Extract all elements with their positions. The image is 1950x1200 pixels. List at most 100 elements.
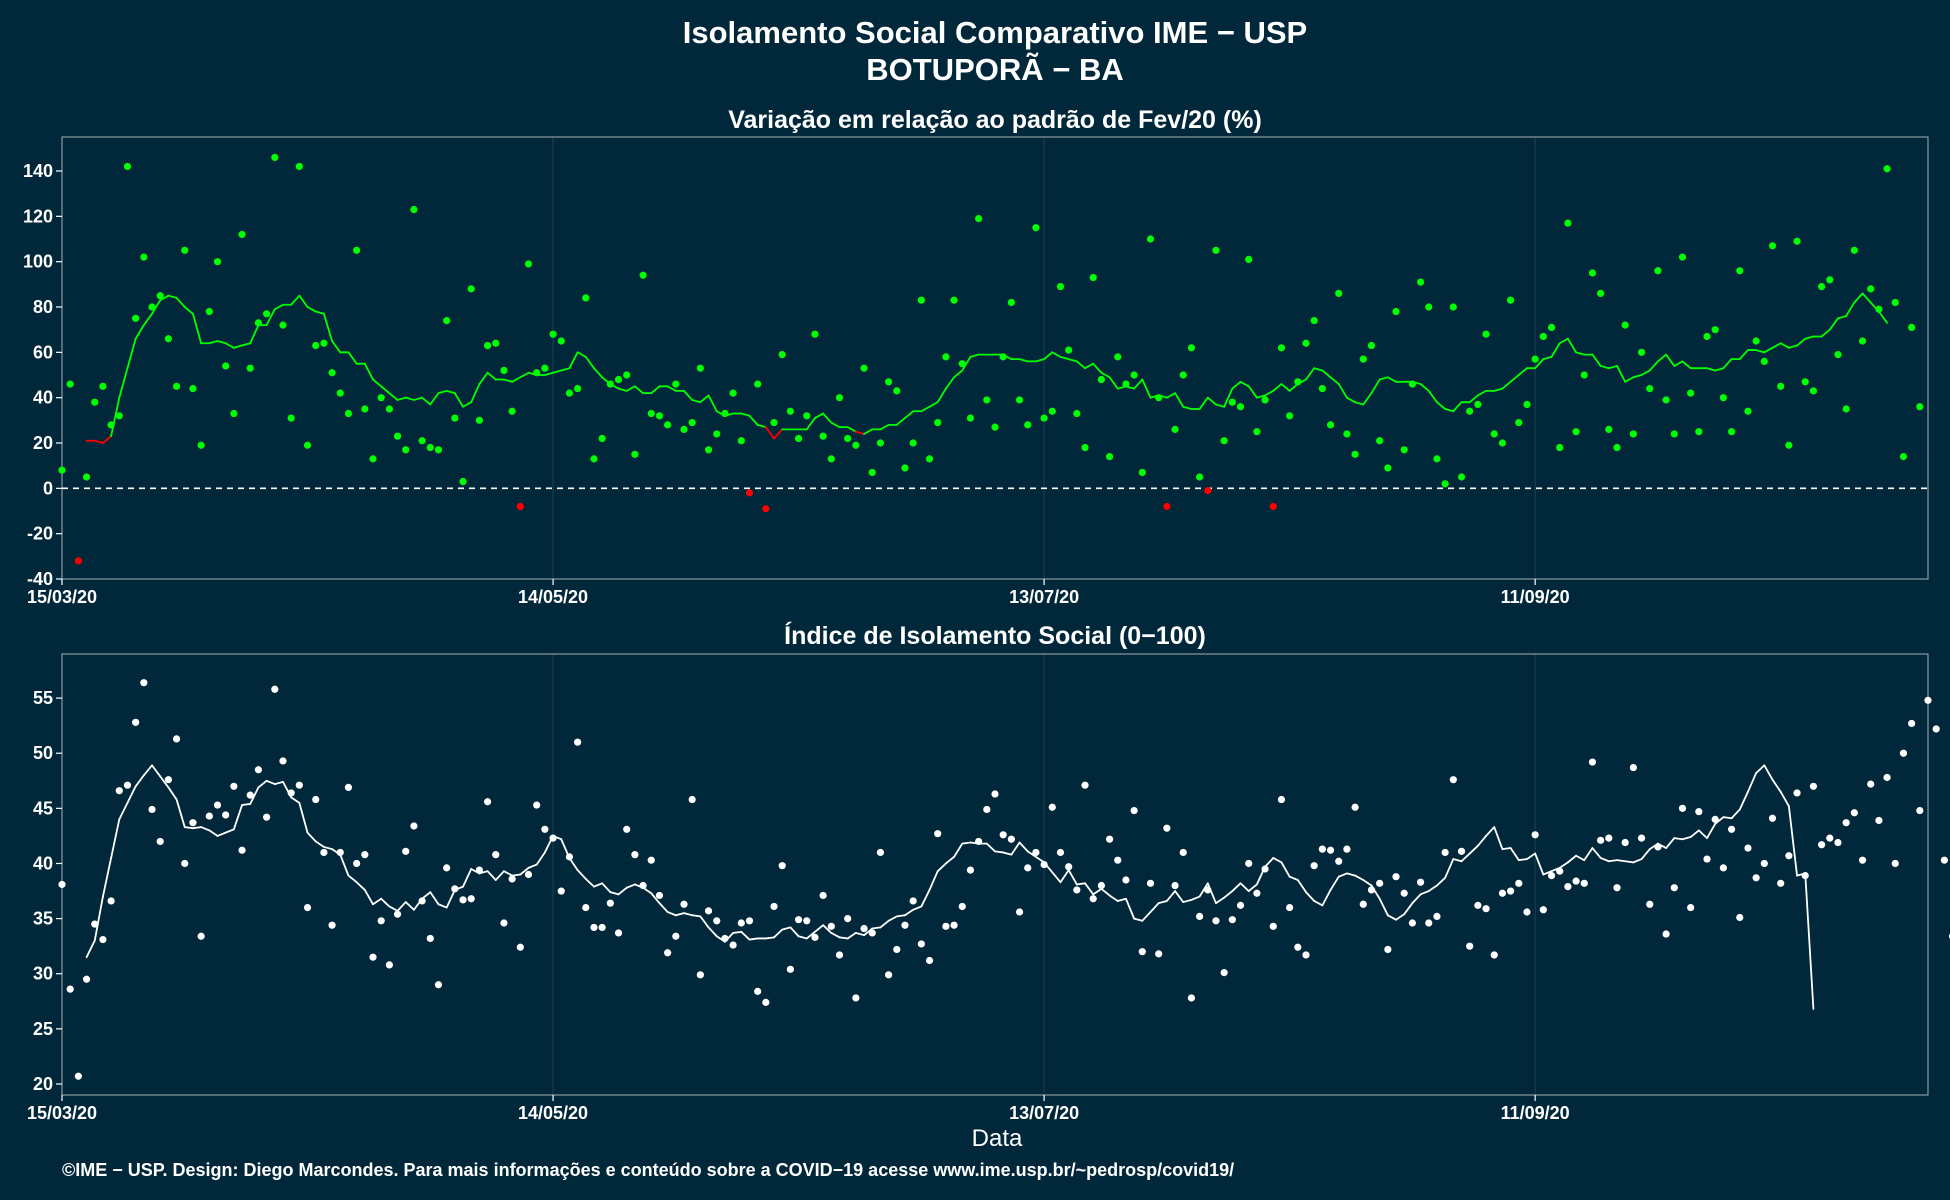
data-point (1384, 464, 1392, 472)
moving-average-segment (601, 882, 612, 894)
data-point (533, 369, 541, 377)
data-point (1858, 337, 1867, 345)
moving-average-segment (1591, 847, 1602, 859)
x-tick-label: 11/09/20 (1501, 1103, 1570, 1123)
data-point (254, 766, 263, 774)
data-point (1171, 881, 1179, 890)
data-point (115, 412, 123, 420)
data-point (1015, 908, 1024, 916)
data-point (925, 956, 934, 965)
moving-average-segment (1616, 859, 1627, 863)
data-point (966, 866, 975, 874)
x-tick-label: 13/07/20 (1009, 587, 1079, 607)
data-point (344, 409, 353, 418)
data-point (868, 929, 876, 937)
data-point (1580, 371, 1588, 379)
moving-average-segment (151, 299, 162, 315)
data-point (1277, 795, 1286, 804)
moving-average-segment (1648, 360, 1659, 372)
data-point (1335, 857, 1343, 865)
data-point (336, 389, 344, 397)
moving-average-segment (1468, 844, 1479, 855)
moving-average-segment (437, 903, 448, 909)
moving-average-segment (1247, 883, 1258, 892)
data-point (107, 897, 115, 905)
moving-average-segment (1640, 848, 1651, 860)
moving-average-segment (314, 310, 325, 315)
data-point (688, 795, 696, 804)
moving-average-segment (1149, 902, 1160, 913)
data-point (623, 371, 631, 379)
data-point (942, 922, 950, 930)
data-point (1302, 951, 1310, 959)
data-point (418, 897, 426, 905)
y-tick-label: 100 (23, 252, 53, 272)
data-point (344, 783, 353, 792)
y-tick-label: 50 (33, 743, 53, 763)
moving-average-segment (462, 401, 473, 408)
moving-average-segment (1018, 841, 1029, 853)
moving-average-segment (503, 378, 514, 383)
data-point (794, 916, 803, 924)
y-tick-label: -20 (27, 524, 53, 544)
data-point (164, 776, 172, 784)
moving-average-segment (1436, 876, 1447, 887)
moving-average-segment (1861, 292, 1872, 304)
data-point (770, 902, 778, 911)
moving-average-segment (1837, 315, 1848, 320)
data-point (721, 409, 729, 418)
data-point (1277, 344, 1286, 352)
data-point (1318, 845, 1326, 853)
moving-average-segment (814, 924, 825, 933)
moving-average-segment (1566, 854, 1577, 864)
data-point (1155, 394, 1163, 402)
moving-average-segment (625, 385, 636, 392)
data-point (1670, 430, 1678, 438)
data-point (279, 321, 287, 329)
moving-average-segment (1067, 869, 1078, 886)
data-point (524, 260, 533, 268)
data-point (1883, 165, 1891, 173)
data-point (230, 782, 238, 790)
data-point (107, 421, 115, 429)
data-point (1236, 901, 1245, 909)
y-tick-label: 20 (33, 1074, 53, 1094)
moving-average-segment (764, 426, 775, 440)
data-point (361, 851, 369, 859)
data-point (1703, 855, 1711, 863)
data-point (1637, 834, 1646, 842)
data-point (639, 271, 647, 279)
moving-average-segment (1239, 882, 1250, 892)
moving-average-segment (118, 367, 129, 399)
moving-average-segment (1657, 353, 1668, 363)
data-point (189, 385, 197, 393)
data-point (1294, 378, 1302, 386)
data-point (1048, 407, 1056, 415)
moving-average-segment (699, 915, 710, 929)
data-point (66, 985, 74, 993)
moving-average-segment (1697, 829, 1708, 840)
data-point (1744, 844, 1752, 852)
data-point (1474, 901, 1482, 909)
moving-average-segment (1026, 850, 1037, 858)
data-point (500, 919, 508, 927)
moving-average-segment (756, 423, 767, 429)
data-point (254, 319, 263, 327)
moving-average-segment (1607, 859, 1618, 863)
data-point (811, 330, 819, 338)
data-point (647, 409, 655, 418)
data-point (1629, 763, 1637, 772)
moving-average-segment (1616, 365, 1627, 383)
moving-average-segment (396, 396, 407, 401)
data-point (426, 934, 434, 943)
data-point (631, 450, 639, 458)
data-point (1138, 948, 1146, 956)
moving-average-segment (1550, 342, 1561, 358)
data-point (1858, 856, 1867, 864)
data-point (1433, 912, 1441, 920)
moving-average-segment (781, 926, 792, 931)
moving-average-segment (1444, 408, 1455, 413)
moving-average-segment (879, 423, 890, 431)
moving-average-segment (1051, 351, 1062, 358)
moving-average-segment (388, 392, 399, 401)
